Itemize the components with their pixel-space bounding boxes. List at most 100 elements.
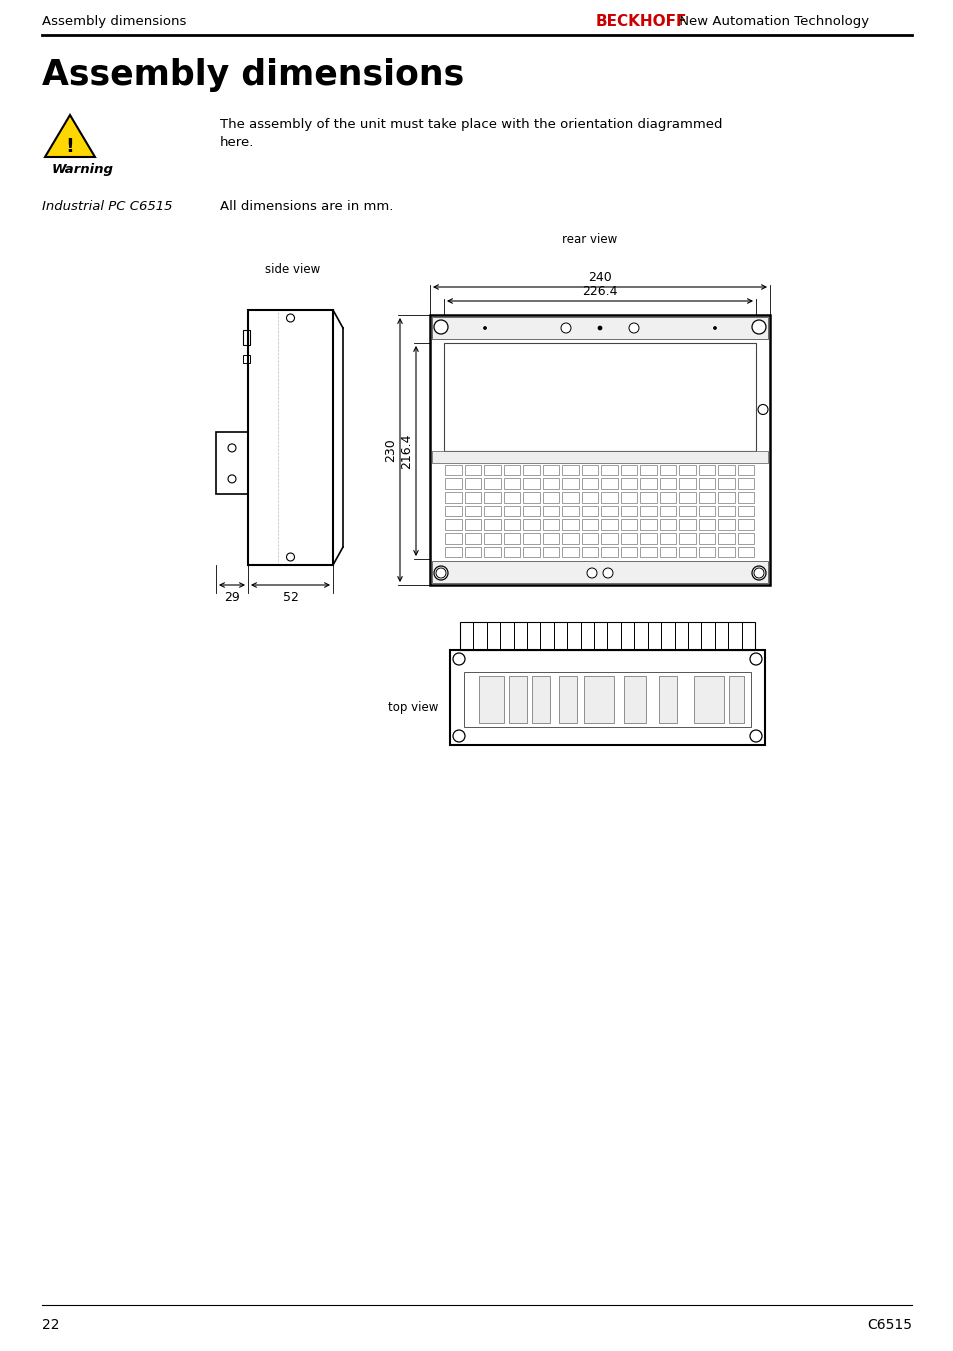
- Text: Warning: Warning: [52, 163, 113, 176]
- Bar: [542, 492, 558, 503]
- Bar: [542, 534, 558, 544]
- Bar: [581, 547, 598, 558]
- Bar: [679, 465, 696, 476]
- Bar: [679, 492, 696, 503]
- Bar: [718, 505, 734, 516]
- Text: Assembly dimensions: Assembly dimensions: [42, 58, 464, 92]
- Bar: [503, 492, 520, 503]
- Circle shape: [713, 327, 716, 330]
- Bar: [699, 519, 715, 530]
- Circle shape: [286, 553, 294, 561]
- Bar: [443, 343, 755, 451]
- Bar: [581, 478, 598, 489]
- Bar: [542, 465, 558, 476]
- Bar: [503, 547, 520, 558]
- Bar: [699, 478, 715, 489]
- Text: The assembly of the unit must take place with the orientation diagrammed
here.: The assembly of the unit must take place…: [220, 118, 721, 149]
- Circle shape: [749, 730, 761, 742]
- Text: 52: 52: [282, 590, 298, 604]
- Bar: [581, 534, 598, 544]
- Circle shape: [228, 444, 235, 451]
- Bar: [659, 505, 676, 516]
- Polygon shape: [45, 115, 95, 157]
- Bar: [639, 492, 657, 503]
- Text: 22: 22: [42, 1319, 59, 1332]
- Bar: [248, 309, 333, 565]
- Bar: [532, 676, 550, 723]
- Bar: [484, 478, 500, 489]
- Bar: [699, 547, 715, 558]
- Bar: [432, 561, 767, 584]
- Circle shape: [436, 567, 446, 578]
- Bar: [699, 534, 715, 544]
- Bar: [679, 519, 696, 530]
- Text: side view: side view: [265, 263, 320, 276]
- Bar: [542, 519, 558, 530]
- Circle shape: [598, 326, 601, 330]
- Bar: [738, 547, 754, 558]
- Bar: [459, 621, 754, 650]
- Bar: [523, 492, 539, 503]
- Circle shape: [758, 404, 767, 415]
- Bar: [601, 465, 618, 476]
- Bar: [243, 330, 250, 345]
- Bar: [523, 519, 539, 530]
- Bar: [620, 505, 637, 516]
- Bar: [699, 492, 715, 503]
- Bar: [620, 547, 637, 558]
- Bar: [464, 505, 481, 516]
- Bar: [464, 519, 481, 530]
- Bar: [523, 505, 539, 516]
- Bar: [484, 505, 500, 516]
- Circle shape: [228, 476, 235, 482]
- Bar: [679, 478, 696, 489]
- Bar: [728, 676, 743, 723]
- Bar: [478, 676, 503, 723]
- Bar: [445, 492, 461, 503]
- Bar: [639, 478, 657, 489]
- Bar: [659, 465, 676, 476]
- Bar: [542, 505, 558, 516]
- Bar: [445, 519, 461, 530]
- Bar: [558, 676, 577, 723]
- Bar: [738, 534, 754, 544]
- Bar: [639, 519, 657, 530]
- Text: All dimensions are in mm.: All dimensions are in mm.: [220, 200, 393, 213]
- Text: BECKHOFF: BECKHOFF: [596, 15, 687, 30]
- Bar: [523, 478, 539, 489]
- Text: New Automation Technology: New Automation Technology: [675, 15, 868, 28]
- Bar: [581, 465, 598, 476]
- Bar: [620, 478, 637, 489]
- Circle shape: [434, 320, 448, 334]
- Bar: [503, 505, 520, 516]
- Bar: [215, 432, 248, 494]
- Bar: [542, 547, 558, 558]
- Bar: [623, 676, 645, 723]
- Circle shape: [751, 566, 765, 580]
- Text: !: !: [66, 138, 74, 157]
- Bar: [445, 505, 461, 516]
- Bar: [463, 671, 750, 727]
- Bar: [659, 676, 677, 723]
- Bar: [464, 492, 481, 503]
- Bar: [583, 676, 614, 723]
- Bar: [718, 547, 734, 558]
- Bar: [445, 478, 461, 489]
- Bar: [601, 547, 618, 558]
- Bar: [464, 465, 481, 476]
- Bar: [562, 505, 578, 516]
- Bar: [718, 478, 734, 489]
- Circle shape: [586, 567, 597, 578]
- Bar: [679, 534, 696, 544]
- Circle shape: [753, 567, 763, 578]
- Bar: [445, 465, 461, 476]
- Bar: [430, 315, 769, 585]
- Circle shape: [483, 327, 486, 330]
- Bar: [484, 547, 500, 558]
- Bar: [659, 478, 676, 489]
- Text: 230: 230: [384, 438, 396, 462]
- Text: C6515: C6515: [866, 1319, 911, 1332]
- Bar: [620, 465, 637, 476]
- Circle shape: [628, 323, 639, 332]
- Bar: [699, 505, 715, 516]
